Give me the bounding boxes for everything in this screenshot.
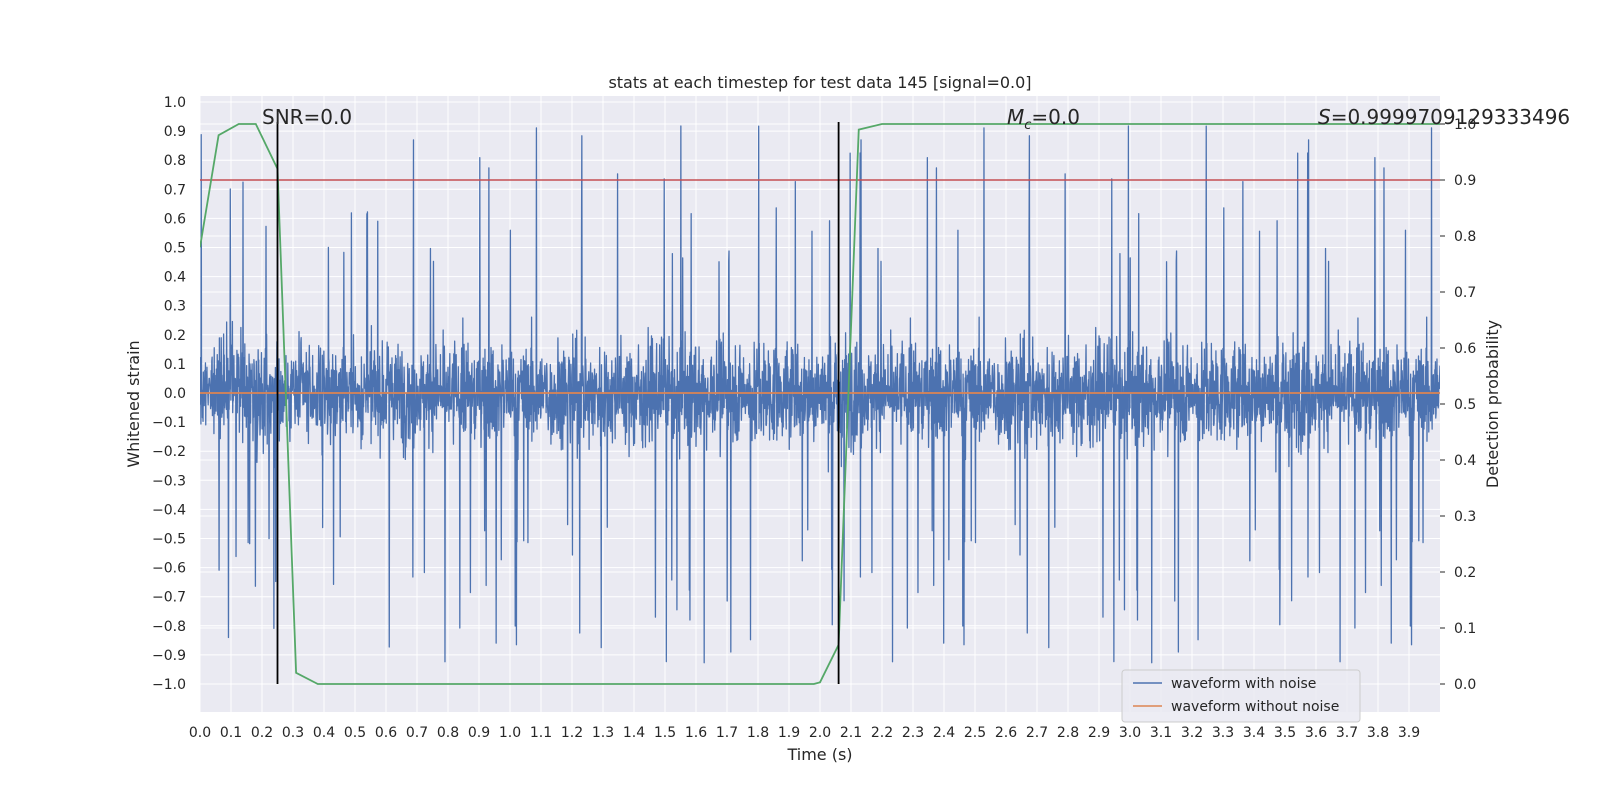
y-tick-label: −0.8	[152, 619, 186, 635]
y-tick-label: 0.1	[164, 357, 186, 373]
right-tick-label: 0.6	[1454, 341, 1476, 357]
x-tick-label: 1.3	[592, 725, 614, 741]
series-waveform-with-noise	[200, 125, 1440, 664]
x-tick-label: 0.6	[375, 725, 397, 741]
mc-subscript: c	[1024, 118, 1031, 133]
plot-content	[200, 122, 1440, 685]
x-tick-label: 2.0	[809, 725, 831, 741]
x-tick-label: 3.1	[1150, 725, 1172, 741]
x-tick-label: 1.7	[716, 725, 738, 741]
y-tick-label: 0.8	[164, 153, 186, 169]
right-tick-label: 0.1	[1454, 621, 1476, 637]
right-tick-label: 0.7	[1454, 285, 1476, 301]
right-tick-label: 0.5	[1454, 397, 1476, 413]
right-tick-label: 1.0	[1454, 117, 1476, 133]
legend-frame	[1121, 669, 1361, 723]
y-tick-label: 0.6	[164, 211, 186, 227]
y-tick-label: −0.4	[152, 502, 186, 518]
y-tick-label: −0.6	[152, 561, 186, 577]
x-tick-label: 0.5	[344, 725, 366, 741]
y-tick-label: −0.2	[152, 444, 186, 460]
y-tick-label: 0.9	[164, 124, 186, 140]
right-axis-ticks: 1.0 0.9 0.8 0.7 0.6 0.5 0.4 0.3 0.2 0.1 0.0	[1440, 117, 1476, 693]
x-tick-label: 0.0	[189, 725, 211, 741]
legend-label-noise: waveform with noise	[1171, 676, 1316, 692]
x-tick-label: 2.1	[840, 725, 862, 741]
y-tick-label: 0.5	[164, 241, 186, 257]
right-tick-label: 0.9	[1454, 173, 1476, 189]
x-tick-label: 0.7	[406, 725, 428, 741]
y-axis-ticks: 1.0 0.9 0.8 0.7 0.6 0.5 0.4 0.3 0.2 0.1 0.0 −0.1 −0.…	[152, 95, 186, 693]
right-tick-label: 0.2	[1454, 565, 1476, 581]
y-tick-label: 0.2	[164, 328, 186, 344]
y-tick-label: 1.0	[164, 95, 186, 111]
s-annotation: S=0.9999709129333496	[1318, 105, 1570, 129]
x-tick-label: 3.5	[1274, 725, 1296, 741]
x-tick-label: 1.5	[654, 725, 676, 741]
legend: waveform with noise waveform without noi…	[1121, 669, 1361, 723]
x-tick-label: 0.2	[251, 725, 273, 741]
y-tick-label: −0.9	[152, 648, 186, 664]
y-tick-label: −0.7	[152, 590, 186, 606]
right-tick-label: 0.8	[1454, 229, 1476, 245]
x-tick-label: 0.8	[437, 725, 459, 741]
legend-label-clean: waveform without noise	[1171, 699, 1339, 715]
y-axis-label: Whitened strain	[124, 340, 143, 467]
x-axis-ticks: 0.0 0.1 0.2 0.3 0.4 0.5 0.6 0.7 0.8 0.9 1.0 1.1 1.2 1…	[189, 725, 1420, 741]
x-tick-label: 1.8	[747, 725, 769, 741]
x-tick-label: 1.0	[499, 725, 521, 741]
right-tick-label: 0.3	[1454, 509, 1476, 525]
x-tick-label: 1.6	[685, 725, 707, 741]
x-tick-label: 3.7	[1336, 725, 1358, 741]
y-tick-label: −1.0	[152, 677, 186, 693]
mc-value: =0.0	[1031, 105, 1080, 129]
x-tick-label: 3.9	[1398, 725, 1420, 741]
y-tick-label: 0.3	[164, 299, 186, 315]
x-tick-label: 0.9	[468, 725, 490, 741]
y-tick-label: 0.4	[164, 270, 186, 286]
x-tick-label: 1.2	[561, 725, 583, 741]
x-tick-label: 3.3	[1212, 725, 1234, 741]
x-tick-label: 0.3	[282, 725, 304, 741]
x-tick-label: 3.6	[1305, 725, 1327, 741]
x-tick-label: 2.5	[964, 725, 986, 741]
snr-annotation: SNR=0.0	[262, 105, 352, 129]
mc-symbol: M	[1007, 105, 1024, 129]
x-tick-label: 0.4	[313, 725, 335, 741]
x-axis-label: Time (s)	[786, 745, 852, 764]
x-tick-label: 1.4	[623, 725, 645, 741]
series-detection-probability	[200, 123, 1440, 685]
x-tick-label: 2.3	[902, 725, 924, 741]
x-tick-label: 3.8	[1367, 725, 1389, 741]
x-tick-label: 3.2	[1181, 725, 1203, 741]
x-tick-label: 1.9	[778, 725, 800, 741]
y-tick-label: −0.1	[152, 415, 186, 431]
x-tick-label: 3.0	[1119, 725, 1141, 741]
chart-title: stats at each timestep for test data 145…	[608, 73, 1031, 92]
x-tick-label: 3.4	[1243, 725, 1265, 741]
right-tick-label: 0.4	[1454, 453, 1476, 469]
x-tick-label: 1.1	[530, 725, 552, 741]
x-tick-label: 0.1	[220, 725, 242, 741]
right-axis-label: Detection probability	[1483, 320, 1502, 488]
y-tick-label: 0.7	[164, 182, 186, 198]
x-tick-label: 2.7	[1026, 725, 1048, 741]
s-symbol: S	[1318, 105, 1331, 129]
x-tick-label: 2.6	[995, 725, 1017, 741]
mc-annotation: Mc=0.0	[1007, 105, 1080, 133]
x-tick-label: 2.4	[933, 725, 955, 741]
y-tick-label: −0.3	[152, 473, 186, 489]
x-tick-label: 2.9	[1088, 725, 1110, 741]
x-tick-label: 2.2	[871, 725, 893, 741]
x-tick-label: 2.8	[1057, 725, 1079, 741]
y-tick-label: −0.5	[152, 532, 186, 548]
s-value: =0.9999709129333496	[1331, 105, 1570, 129]
right-tick-label: 0.0	[1454, 677, 1476, 693]
y-tick-label: 0.0	[164, 386, 186, 402]
